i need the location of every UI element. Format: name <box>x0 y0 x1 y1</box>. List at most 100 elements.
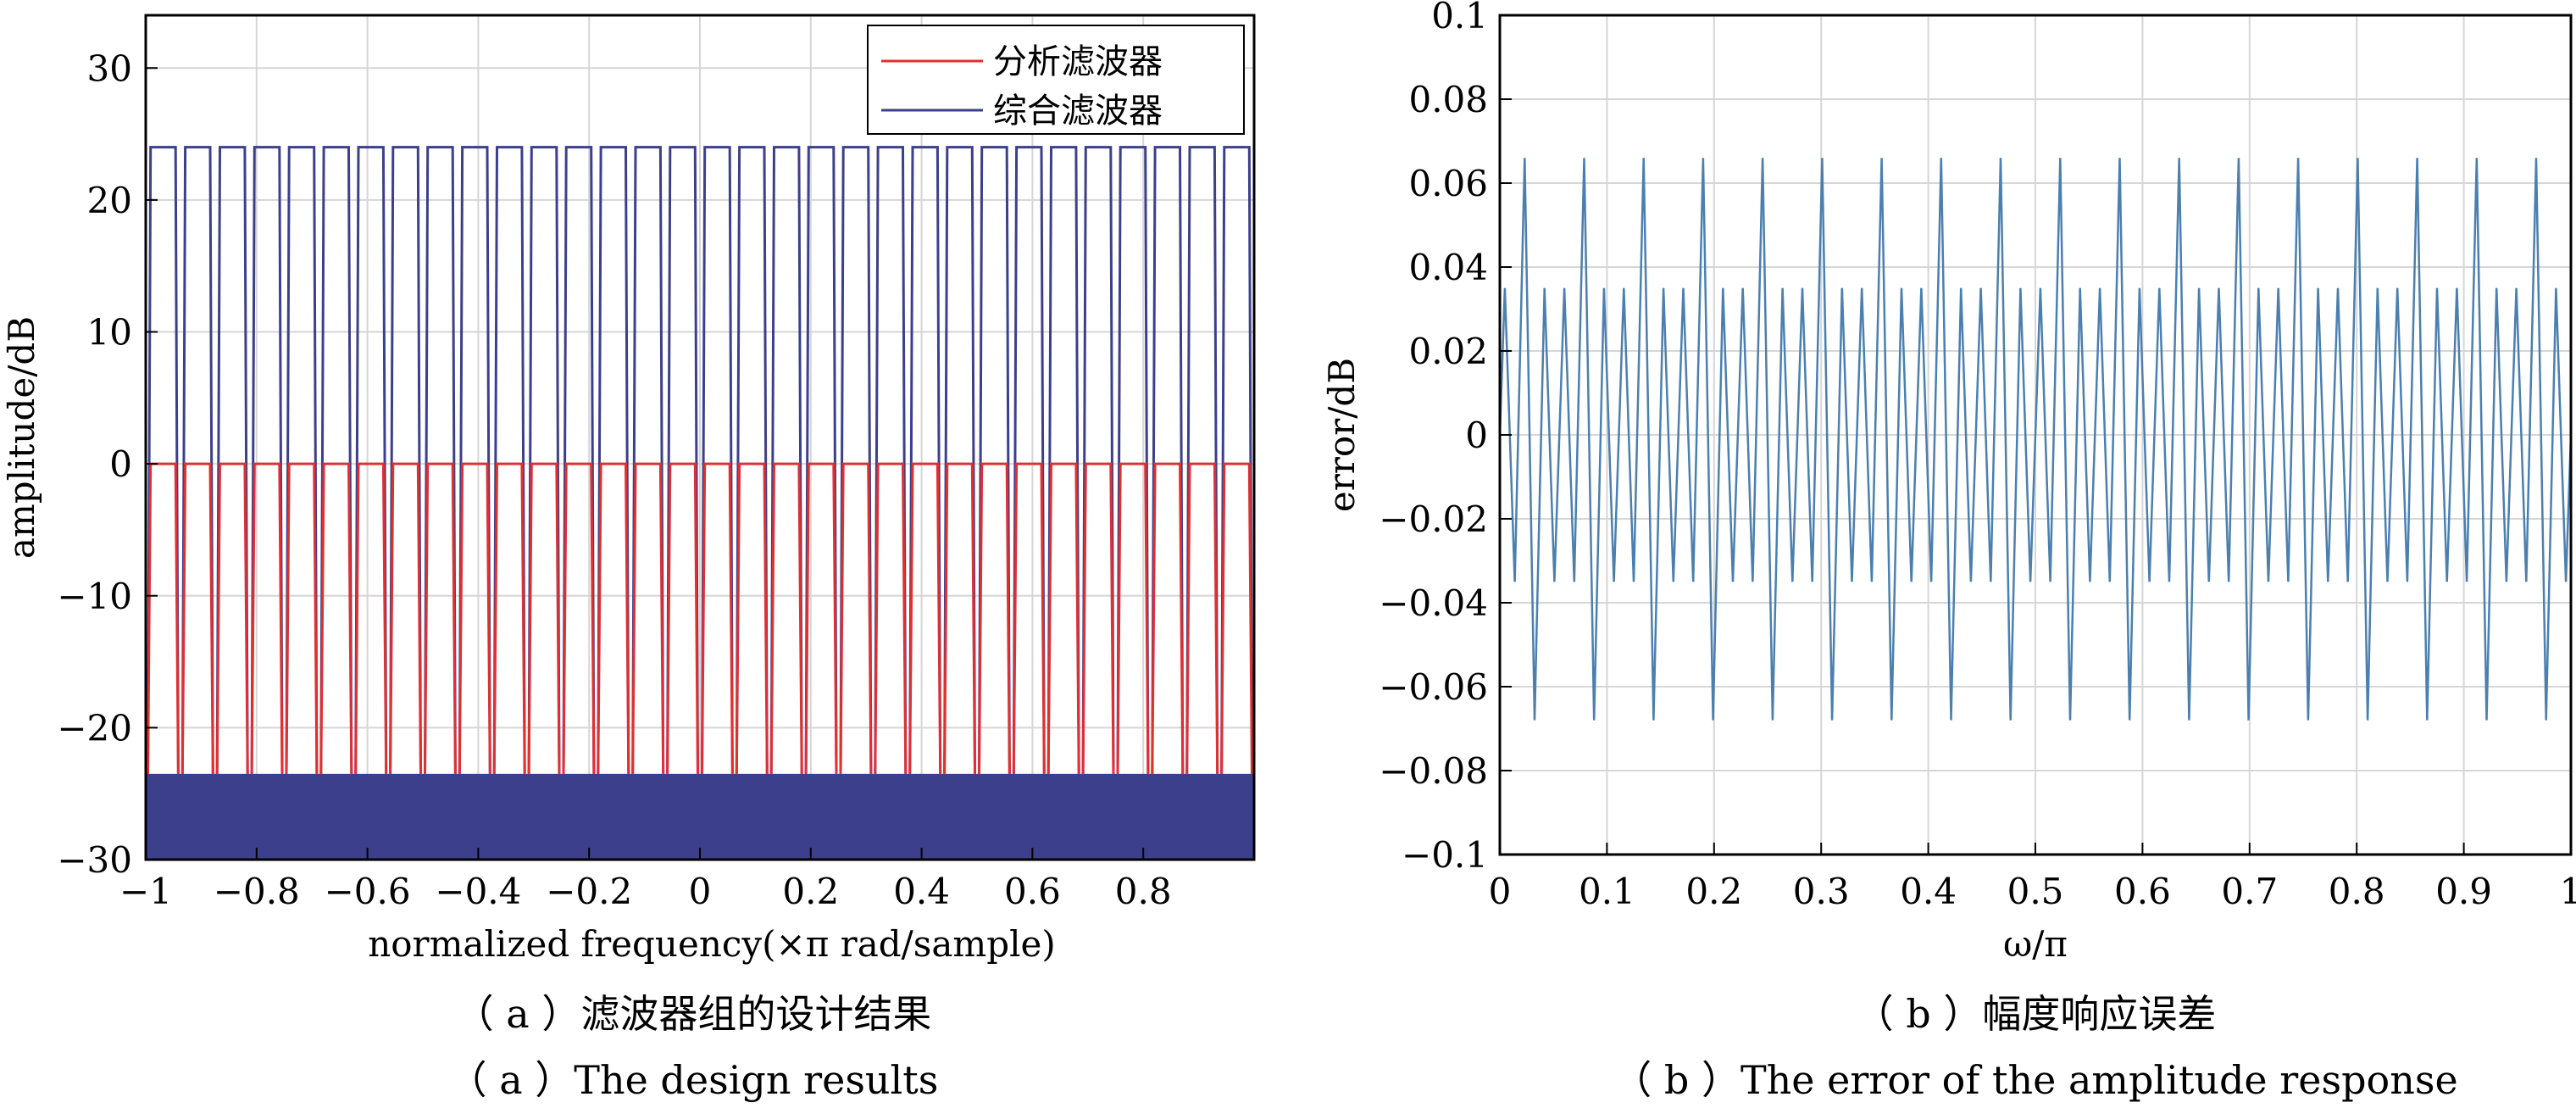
left-channel-response <box>180 462 214 774</box>
left-channel-response <box>943 462 976 774</box>
left-channel-response <box>735 146 769 774</box>
right-y-tick-label: −0.06 <box>1379 666 1488 708</box>
left-series-analysis <box>147 462 1253 774</box>
left-channel-response <box>1012 462 1046 774</box>
left-channel-response <box>389 462 422 774</box>
left-channel-response <box>458 462 491 774</box>
left-channel-response <box>562 462 596 774</box>
left-channel-response <box>666 146 699 774</box>
left-y-tick-label: 10 <box>87 312 132 354</box>
right-x-tick-label: 0.2 <box>1685 871 1742 912</box>
left-channel-response <box>666 462 699 774</box>
right-x-axis-label: ω/π <box>2003 923 2068 965</box>
left-x-tick-label: −1 <box>119 871 172 912</box>
left-channel-response <box>978 462 1011 774</box>
left-x-tick-label: 0.6 <box>1004 871 1061 912</box>
right-ticks: 0 0.1 0.2 0.3 0.4 0.5 0.6 0.7 0.8 0.9 1 0.1 0.08 0.06… <box>1379 0 2576 912</box>
left-series-synthesis <box>147 146 1253 774</box>
right-x-tick-label: 0.8 <box>2329 871 2385 912</box>
left-channel-response <box>1081 146 1115 774</box>
left-channel-response <box>354 146 388 774</box>
right-x-tick-label: 0.6 <box>2114 871 2171 912</box>
left-channel-response <box>597 462 630 774</box>
right-y-tick-label: 0.06 <box>1408 163 1488 204</box>
left-channel-response <box>215 462 249 774</box>
right-y-tick-label: 0 <box>1465 415 1488 456</box>
caption-left-en: （ a ）The design results <box>448 1057 939 1103</box>
left-channel-response <box>735 462 769 774</box>
left-noise-floor <box>146 773 1254 860</box>
left-channel-response <box>1220 146 1253 774</box>
right-x-tick-label: 0.7 <box>2221 871 2278 912</box>
left-channel-response <box>908 462 942 774</box>
left-channel-response <box>839 462 873 774</box>
left-y-axis-label: amplitude/dB <box>1 316 42 559</box>
left-channel-response <box>1046 146 1080 774</box>
left-x-tick-label: 0.8 <box>1115 871 1172 912</box>
right-chart: 0 0.1 0.2 0.3 0.4 0.5 0.6 0.7 0.8 0.9 1 0.1 0.08 0.06… <box>1321 0 2576 965</box>
left-channel-response <box>424 146 457 774</box>
left-channel-response <box>319 462 353 774</box>
left-y-tick-label: −10 <box>57 576 132 617</box>
left-channel-response <box>215 146 249 774</box>
left-channel-response <box>1185 146 1219 774</box>
right-x-tick-label: 0.9 <box>2435 871 2492 912</box>
left-channel-response <box>839 146 873 774</box>
left-x-tick-label: −0.6 <box>325 871 411 912</box>
left-channel-response <box>1012 146 1046 774</box>
left-channel-response <box>527 146 561 774</box>
left-channel-response <box>701 146 734 774</box>
left-channel-response <box>1116 146 1150 774</box>
left-channel-response <box>285 462 319 774</box>
right-y-tick-label: −0.1 <box>1402 834 1488 876</box>
right-y-tick-label: 0.04 <box>1408 247 1488 288</box>
right-y-tick-label: 0.02 <box>1408 331 1488 372</box>
left-channel-response <box>492 146 526 774</box>
left-channel-response <box>1116 462 1150 774</box>
left-channel-response <box>943 146 976 774</box>
right-series-group <box>1498 158 2573 721</box>
left-channel-response <box>250 146 284 774</box>
left-channel-response <box>147 146 180 774</box>
legend-box <box>867 25 1245 135</box>
right-x-tick-label: 0.1 <box>1579 871 1635 912</box>
left-channel-response <box>804 146 838 774</box>
caption-right-en: （ b ）The error of the amplitude response <box>1613 1057 2457 1103</box>
caption-left-cn: （ a ）滤波器组的设计结果 <box>455 991 932 1037</box>
right-x-tick-label: 0.4 <box>1900 871 1957 912</box>
left-channel-response <box>250 462 284 774</box>
left-channel-response <box>631 462 665 774</box>
left-channel-response <box>1151 146 1185 774</box>
legend-label-analysis: 分析滤波器 <box>993 42 1163 81</box>
left-y-tick-label: −20 <box>57 707 132 749</box>
left-channel-response <box>1151 462 1185 774</box>
left-noise-floor-fill <box>146 773 1254 860</box>
left-y-tick-label: −30 <box>57 839 132 881</box>
right-x-tick-label: 0.5 <box>2007 871 2064 912</box>
left-channel-response <box>769 146 803 774</box>
left-channel-response <box>285 146 319 774</box>
right-y-tick-label: −0.02 <box>1379 498 1488 540</box>
left-x-tick-label: −0.8 <box>214 871 300 912</box>
left-channel-response <box>458 146 491 774</box>
left-channel-response <box>1081 462 1115 774</box>
left-y-tick-label: 20 <box>87 180 132 221</box>
left-channel-response <box>527 462 561 774</box>
left-channel-response <box>354 462 388 774</box>
left-channel-response <box>874 146 908 774</box>
left-channel-response <box>147 462 180 774</box>
left-y-tick-label: 30 <box>87 47 132 89</box>
left-channel-response <box>597 146 630 774</box>
left-channel-response <box>701 462 734 774</box>
legend-label-synthesis: 综合滤波器 <box>993 92 1163 131</box>
left-channel-response <box>908 146 942 774</box>
right-x-tick-label: 0.3 <box>1793 871 1850 912</box>
left-x-tick-label: −0.4 <box>435 871 521 912</box>
left-channel-response <box>1220 462 1253 774</box>
right-y-tick-label: −0.04 <box>1379 582 1488 624</box>
right-y-tick-label: 0.1 <box>1431 0 1488 36</box>
left-x-tick-label: 0.2 <box>782 871 839 912</box>
left-channel-response <box>978 146 1011 774</box>
left-channel-response <box>874 462 908 774</box>
